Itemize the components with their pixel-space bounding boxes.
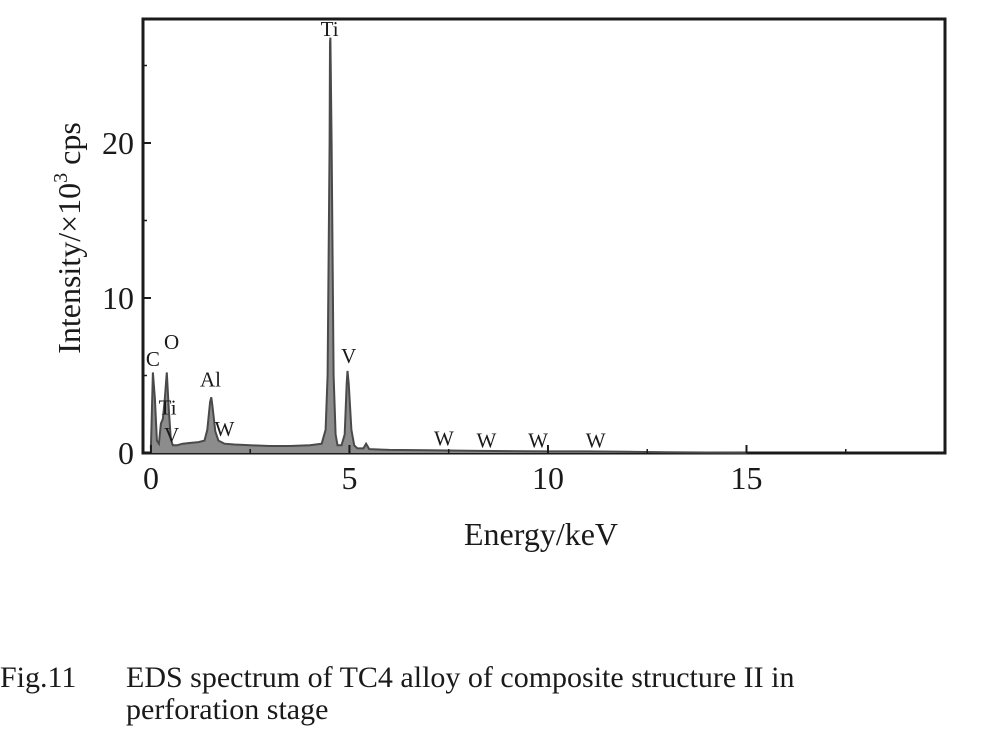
peak-label: W — [477, 429, 497, 453]
peak-label: O — [164, 330, 179, 354]
peak-label: W — [528, 429, 548, 453]
plot-layer — [149, 37, 747, 454]
peak-label: V — [341, 344, 356, 368]
caption-line-2: perforation stage — [126, 693, 329, 726]
y-tick-label: 0 — [118, 435, 134, 471]
y-axis-label-prefix: Intensity/×10 — [51, 183, 87, 354]
caption-line-1: EDS spectrum of TC4 alloy of composite s… — [126, 661, 795, 694]
figure-number: Fig.11 — [0, 661, 77, 694]
y-axis-label-exponent: 3 — [50, 173, 72, 183]
axis-ticks: 0 5 10 15 0 10 20 — [102, 64, 847, 496]
peak-label: Al — [200, 367, 221, 391]
x-tick-label: 15 — [730, 460, 762, 496]
peak-label: W — [214, 417, 234, 441]
x-tick-label: 5 — [341, 460, 357, 496]
peak-label: W — [434, 426, 454, 450]
x-axis-label: Energy/keV — [464, 516, 618, 552]
peak-label: C — [146, 347, 160, 371]
peak-label: V — [164, 423, 179, 447]
peak-label: W — [586, 429, 606, 453]
peak-label: Ti — [321, 17, 339, 41]
x-tick-label: 10 — [532, 460, 564, 496]
y-tick-label: 10 — [102, 280, 134, 316]
y-tick-label: 20 — [102, 125, 134, 161]
plot-frame — [141, 17, 947, 455]
y-axis-label-suffix: cps — [51, 122, 87, 173]
peak-label: Ti — [159, 395, 177, 419]
spectrum-area-0 — [150, 37, 747, 453]
spectrum-line-0 — [149, 37, 747, 454]
x-tick-label: 0 — [143, 460, 159, 496]
y-axis-label: Intensity/×103 cps — [50, 122, 87, 354]
